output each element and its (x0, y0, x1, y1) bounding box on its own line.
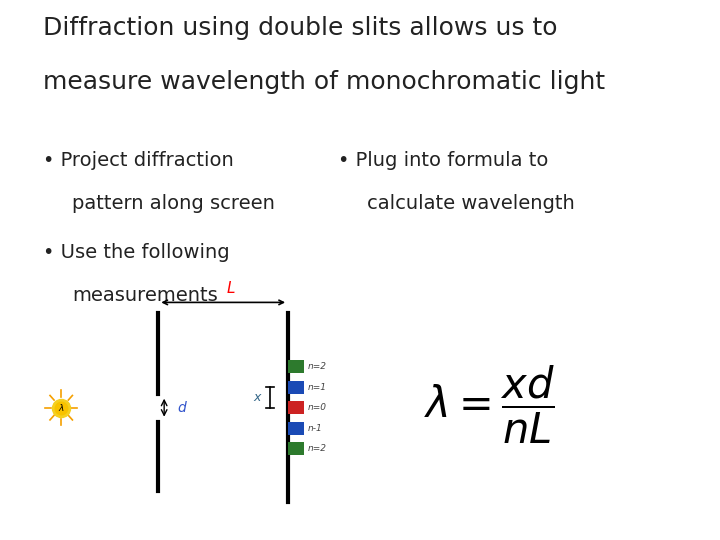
FancyBboxPatch shape (288, 442, 304, 455)
Text: n=2: n=2 (308, 444, 327, 453)
Text: • Use the following: • Use the following (43, 243, 230, 262)
Text: • Project diffraction: • Project diffraction (43, 151, 234, 170)
Text: calculate wavelength: calculate wavelength (367, 194, 575, 213)
Text: $\lambda = \dfrac{xd}{nL}$: $\lambda = \dfrac{xd}{nL}$ (424, 364, 555, 446)
Text: measurements: measurements (72, 286, 217, 305)
Text: n=2: n=2 (308, 362, 327, 371)
Text: $\lambda$: $\lambda$ (58, 402, 65, 413)
Text: $x$: $x$ (253, 391, 263, 404)
Text: pattern along screen: pattern along screen (72, 194, 275, 213)
FancyBboxPatch shape (288, 381, 304, 394)
Text: n-1: n-1 (308, 424, 323, 433)
Text: measure wavelength of monochromatic light: measure wavelength of monochromatic ligh… (43, 70, 606, 94)
Text: $L$: $L$ (225, 280, 235, 296)
FancyBboxPatch shape (288, 422, 304, 435)
Text: Diffraction using double slits allows us to: Diffraction using double slits allows us… (43, 16, 558, 40)
Text: • Plug into formula to: • Plug into formula to (338, 151, 549, 170)
FancyBboxPatch shape (288, 401, 304, 414)
Text: n=0: n=0 (308, 403, 327, 412)
FancyBboxPatch shape (288, 360, 304, 373)
Text: n=1: n=1 (308, 383, 327, 391)
Text: $d$: $d$ (177, 400, 188, 415)
